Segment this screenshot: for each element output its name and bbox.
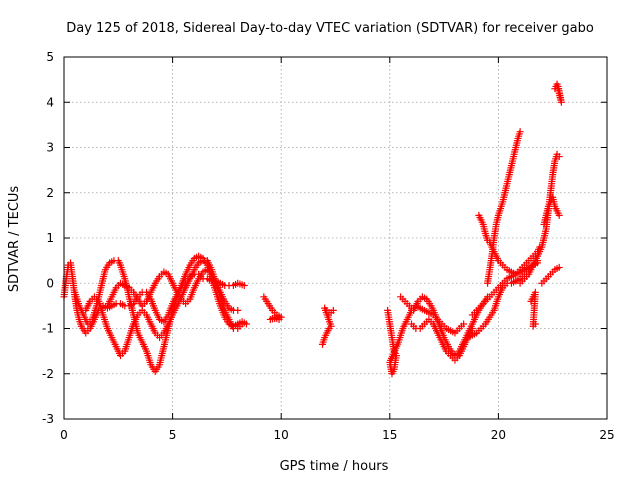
data-point-s7	[460, 320, 468, 328]
y-tick-label: 0	[46, 276, 54, 290]
y-axis-title: SDTVAR / TECUs	[7, 186, 22, 293]
data-point-s17	[556, 94, 564, 102]
data-point-s12	[516, 128, 524, 136]
y-tick-label: 5	[46, 50, 54, 64]
y-tick-label: 1	[46, 231, 54, 245]
tick-labels: 0 5 10 15 20 25 -3 -2 -1 0 1 2 3 4 5	[42, 50, 615, 442]
chart-title: Day 125 of 2018, Sidereal Day-to-day VTE…	[66, 21, 594, 36]
data-point-s1	[240, 282, 248, 290]
y-tick-label: -2	[42, 367, 54, 381]
y-tick-label: 4	[46, 95, 54, 109]
y-tick-label: -1	[42, 322, 54, 336]
grid-lines	[64, 57, 607, 419]
y-tick-label: 3	[46, 141, 54, 155]
x-tick-label: 20	[491, 428, 506, 442]
x-tick-label: 10	[274, 428, 289, 442]
data-point-s15	[555, 263, 563, 271]
y-tick-label: -3	[42, 412, 54, 426]
y-tick-label: 2	[46, 186, 54, 200]
x-tick-label: 15	[382, 428, 397, 442]
x-tick-label: 0	[60, 428, 68, 442]
data-point-s6	[329, 306, 337, 314]
x-tick-label: 5	[169, 428, 177, 442]
data-point-s9	[468, 325, 476, 332]
data-point-s3	[238, 320, 246, 328]
data-point-s5	[275, 315, 283, 323]
data-point-s16	[555, 211, 563, 219]
data-points	[60, 80, 565, 378]
plot-frame	[63, 56, 608, 420]
data-point-s4	[234, 306, 242, 314]
x-axis-title: GPS time / hours	[280, 459, 389, 474]
data-point-s15	[531, 320, 539, 328]
x-tick-label: 25	[599, 428, 614, 442]
data-point-s14	[555, 153, 563, 161]
